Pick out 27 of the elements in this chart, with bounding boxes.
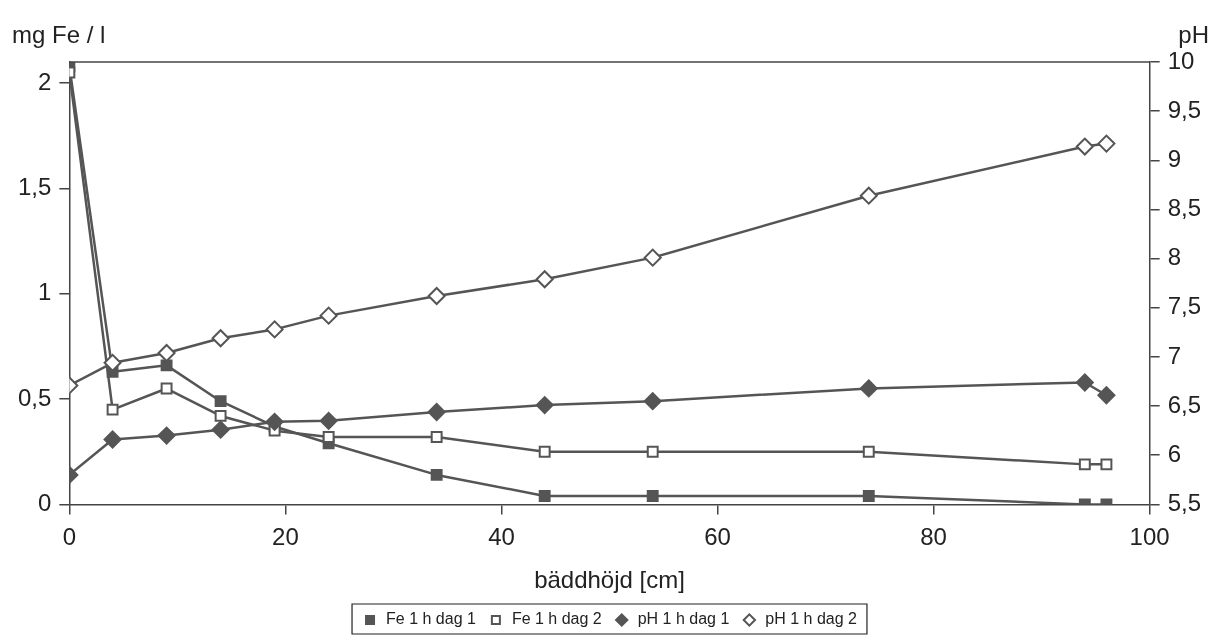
y2-tick-label: 8 bbox=[1167, 243, 1181, 271]
x-tick-label: 100 bbox=[1129, 523, 1170, 551]
legend-label: pH 1 h dag 1 bbox=[637, 610, 730, 628]
legend-label: Fe 1 h dag 1 bbox=[386, 610, 476, 628]
x-tick-label: 60 bbox=[704, 523, 731, 551]
y2-axis-title: pH bbox=[1178, 20, 1209, 48]
x-tick-label: 20 bbox=[272, 523, 299, 551]
x-tick-label: 40 bbox=[488, 523, 515, 551]
y2-tick-label: 7,5 bbox=[1167, 292, 1202, 320]
x-tick-label: 80 bbox=[920, 523, 947, 551]
y2-tick-label: 6,5 bbox=[1167, 390, 1202, 418]
y2-tick-label: 8,5 bbox=[1167, 194, 1202, 222]
y-axis-title: mg Fe / l bbox=[12, 20, 106, 48]
x-axis-title: bäddhöjd [cm] bbox=[534, 566, 685, 594]
legend-label: pH 1 h dag 2 bbox=[765, 610, 858, 628]
x-tick-label: 0 bbox=[62, 523, 77, 551]
y-tick-label: 0 bbox=[38, 489, 52, 517]
y-tick-label: 1 bbox=[38, 278, 52, 306]
y2-tick-label: 6 bbox=[1167, 439, 1181, 467]
y-tick-label: 0,5 bbox=[17, 383, 52, 411]
y2-tick-label: 9,5 bbox=[1167, 95, 1202, 123]
y2-tick-label: 5,5 bbox=[1167, 489, 1202, 517]
y-tick-label: 1,5 bbox=[17, 173, 52, 201]
y2-tick-label: 7 bbox=[1167, 341, 1181, 369]
legend-label: Fe 1 h dag 2 bbox=[511, 610, 602, 628]
y-tick-label: 2 bbox=[38, 67, 52, 95]
y2-tick-label: 9 bbox=[1167, 144, 1181, 172]
